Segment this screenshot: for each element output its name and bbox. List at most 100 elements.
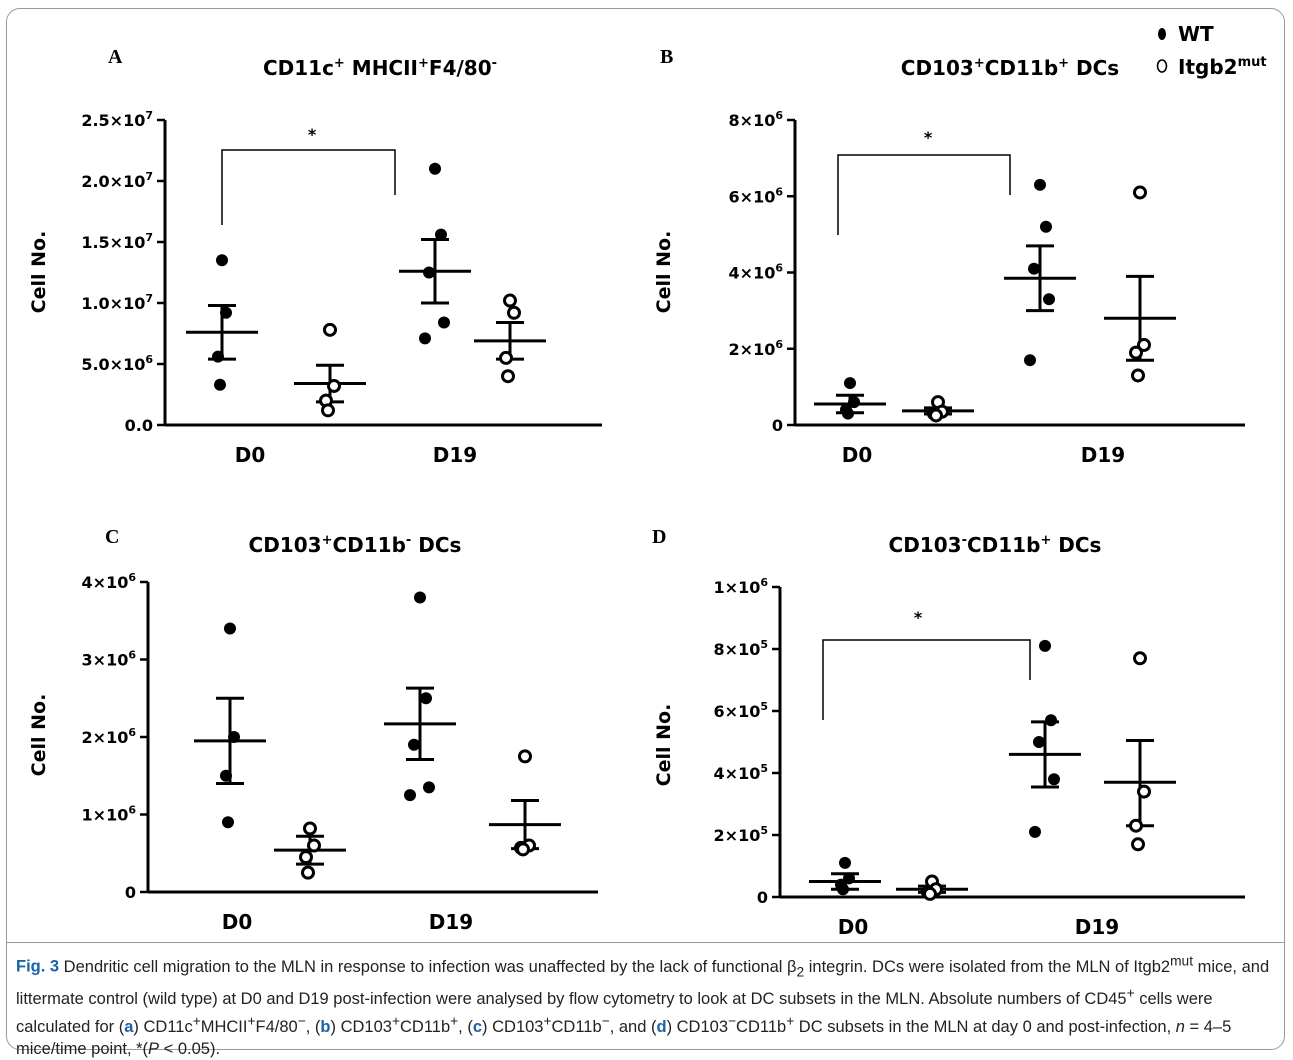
- panel-letter: D: [652, 526, 666, 548]
- y-tick-label: 1×106: [82, 804, 137, 825]
- mutant-data-point: [307, 838, 321, 853]
- wt-data-point: [839, 856, 851, 869]
- significance-star: *: [924, 128, 933, 147]
- mutant-data-point: [1133, 185, 1147, 200]
- x-category-label: D0: [838, 915, 869, 939]
- wt-data-point: [423, 266, 435, 279]
- chart-panel-d: D CD103-CD11b+ DCs Cell No. 0 2×105 4×105 6×10…: [652, 526, 1245, 939]
- mutant-data-point: [501, 369, 515, 384]
- panel-title: CD103-CD11b+ DCs: [889, 533, 1102, 557]
- y-tick-label: 4×106: [82, 571, 137, 592]
- y-tick-label: 6×106: [729, 185, 784, 206]
- panel-letter: C: [105, 526, 119, 548]
- mutant-data-point: [929, 408, 943, 423]
- y-tick-label: 4×105: [714, 762, 768, 783]
- caption-separator: [6, 942, 1285, 943]
- wt-data-point: [1048, 773, 1060, 786]
- mutant-data-point: [507, 305, 521, 320]
- mutant-data-point: [321, 403, 335, 418]
- wt-data-point: [224, 622, 236, 635]
- mutant-data-point: [1129, 345, 1143, 360]
- y-tick-label: 2×105: [714, 824, 768, 845]
- significance-bracket: [822, 639, 1031, 720]
- x-category-label: D19: [433, 443, 477, 467]
- mutant-data-point: [503, 293, 517, 308]
- y-tick-label: 8×106: [729, 109, 784, 130]
- mutant-data-point: [1137, 337, 1151, 352]
- wt-data-point: [220, 769, 232, 782]
- chart-legend: WT Itgb2mut: [1156, 22, 1267, 79]
- wt-data-point: [419, 332, 431, 345]
- x-category-label: D19: [429, 910, 473, 934]
- significance-bracket: [221, 149, 396, 225]
- panel-title: CD103+CD11b+ DCs: [901, 56, 1119, 80]
- wt-data-point: [438, 316, 450, 329]
- y-tick-label: 8×105: [714, 638, 768, 659]
- wt-data-point: [1033, 736, 1045, 748]
- mutant-data-point: [499, 350, 513, 365]
- wt-data-point: [844, 377, 856, 390]
- y-tick-label: 1.0×107: [81, 292, 153, 313]
- y-tick-label: 2.0×107: [81, 170, 153, 191]
- panel-title: CD103+CD11b- DCs: [249, 533, 462, 557]
- mutant-data-point: [923, 886, 937, 901]
- wt-data-point: [423, 781, 435, 794]
- significance-bracket: [837, 154, 1011, 235]
- y-axis-label: Cell No.: [28, 231, 50, 314]
- wt-data-point: [1043, 293, 1055, 306]
- wt-data-point: [1034, 178, 1046, 191]
- significance-star: *: [308, 125, 317, 144]
- mutant-data-point: [1137, 784, 1151, 799]
- wt-data-point: [420, 692, 432, 705]
- wt-data-point: [848, 396, 860, 409]
- y-axis-label: Cell No.: [28, 694, 50, 777]
- x-category-label: D0: [842, 443, 873, 467]
- legend-marker-open: [1156, 59, 1168, 73]
- significance-star: *: [914, 608, 923, 627]
- wt-data-point: [842, 407, 854, 420]
- wt-data-point: [222, 816, 234, 829]
- mutant-data-point: [301, 865, 315, 880]
- y-tick-label: 0: [125, 883, 136, 902]
- panel-letter: B: [660, 46, 673, 68]
- figure-caption: Fig. 3 Dendritic cell migration to the M…: [16, 950, 1278, 1060]
- x-category-label: D19: [1075, 915, 1119, 939]
- panel-letter: A: [108, 46, 123, 68]
- y-tick-label: 1×106: [714, 576, 769, 597]
- caption-label: Fig. 3: [16, 957, 60, 976]
- mutant-data-point: [1131, 368, 1145, 383]
- x-category-label: D0: [222, 910, 253, 934]
- mutant-data-point: [1133, 651, 1147, 666]
- figure-frame: [6, 8, 1285, 1050]
- y-axis-label: Cell No.: [653, 231, 675, 314]
- y-tick-label: 0: [757, 888, 768, 907]
- y-axis-label: Cell No.: [653, 704, 675, 787]
- wt-data-point: [1045, 714, 1057, 727]
- mutant-data-point: [327, 378, 341, 393]
- wt-data-point: [214, 378, 226, 391]
- wt-data-point: [408, 738, 420, 751]
- panel-title: CD11c+ MHCII+F4/80-: [263, 56, 497, 80]
- wt-data-point: [1029, 825, 1041, 838]
- wt-data-point: [414, 591, 426, 604]
- y-tick-label: 2×106: [729, 338, 784, 359]
- y-tick-label: 3×106: [82, 649, 137, 670]
- y-tick-label: 1.5×107: [81, 231, 153, 252]
- mutant-data-point: [303, 821, 317, 836]
- mutant-data-point: [518, 749, 532, 764]
- caption-text: Dendritic cell migration to the MLN in r…: [16, 953, 1270, 1058]
- wt-data-point: [429, 162, 441, 175]
- x-category-label: D0: [235, 443, 266, 467]
- chart-panel-a: A CD11c+ MHCII+F4/80- Cell No. 0.0 5.0×106 1.…: [28, 46, 602, 467]
- wt-data-point: [212, 350, 224, 363]
- mutant-data-point: [299, 850, 313, 865]
- legend-marker-filled: [1158, 28, 1166, 40]
- mutant-data-point: [323, 322, 337, 337]
- wt-data-point: [1039, 639, 1051, 652]
- mutant-data-point: [1129, 818, 1143, 833]
- y-tick-label: 4×106: [729, 262, 784, 283]
- figure-panels: A CD11c+ MHCII+F4/80- Cell No. 0.0 5.0×106 1.…: [28, 22, 1267, 939]
- chart-panel-b: B CD103+CD11b+ DCs Cell No. 0 2×106 4×106 6×10…: [653, 46, 1245, 467]
- x-category-label: D19: [1081, 443, 1125, 467]
- wt-data-point: [1040, 220, 1052, 233]
